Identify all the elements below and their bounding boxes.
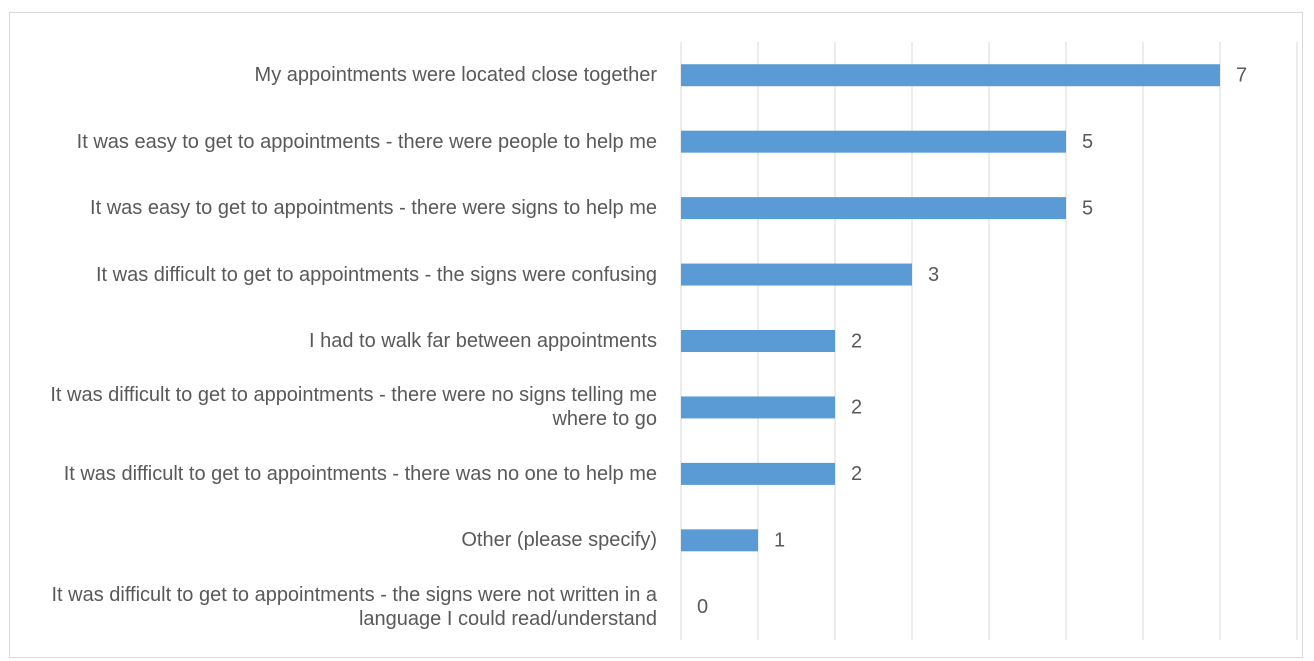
value-label: 0 xyxy=(697,596,708,618)
bar xyxy=(681,130,1066,153)
value-label: 5 xyxy=(1082,197,1093,219)
category-label: Other (please specify) xyxy=(461,529,657,552)
value-label: 5 xyxy=(1082,131,1093,153)
bar xyxy=(681,263,912,286)
bar xyxy=(681,396,835,419)
bar xyxy=(681,462,835,485)
bar xyxy=(681,64,1220,87)
bar xyxy=(681,330,835,352)
chart-frame xyxy=(9,12,1303,658)
value-label: 2 xyxy=(851,397,862,419)
category-label: It was difficult to get to appointments … xyxy=(51,583,658,630)
bar xyxy=(681,529,758,552)
value-label: 2 xyxy=(851,463,862,485)
value-label: 1 xyxy=(774,530,785,552)
value-label: 2 xyxy=(851,330,862,352)
category-label: I had to walk far between appointments xyxy=(309,330,657,352)
category-label: It was difficult to get to appointments … xyxy=(50,384,657,431)
category-label: It was difficult to get to appointments … xyxy=(63,462,657,485)
category-label: It was easy to get to appointments - the… xyxy=(76,130,657,153)
bar xyxy=(681,197,1066,220)
category-label: My appointments were located close toget… xyxy=(254,64,657,87)
category-label: It was easy to get to appointments - the… xyxy=(90,197,657,220)
value-label: 7 xyxy=(1236,65,1247,87)
category-label: It was difficult to get to appointments … xyxy=(95,263,657,286)
value-label: 3 xyxy=(928,264,939,286)
